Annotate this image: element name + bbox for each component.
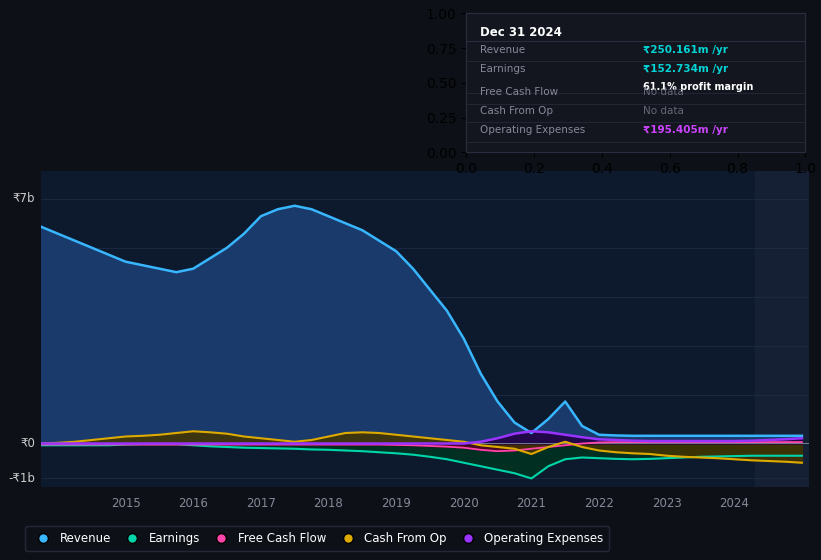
Bar <box>754 171 809 487</box>
Text: No data: No data <box>643 106 684 116</box>
Text: ₹152.734m /yr: ₹152.734m /yr <box>643 64 727 74</box>
Text: Dec 31 2024: Dec 31 2024 <box>480 26 562 39</box>
Text: ₹195.405m /yr: ₹195.405m /yr <box>643 125 727 135</box>
Text: Free Cash Flow: Free Cash Flow <box>480 87 558 97</box>
Text: ₹0: ₹0 <box>20 437 35 450</box>
Text: ₹250.161m /yr: ₹250.161m /yr <box>643 45 727 54</box>
Text: 61.1% profit margin: 61.1% profit margin <box>643 82 753 92</box>
Text: No data: No data <box>643 87 684 97</box>
Text: -₹1b: -₹1b <box>8 472 35 485</box>
Text: Cash From Op: Cash From Op <box>480 106 553 116</box>
Text: ₹7b: ₹7b <box>12 192 35 206</box>
Text: Earnings: Earnings <box>480 64 525 74</box>
Text: Revenue: Revenue <box>480 45 525 54</box>
Legend: Revenue, Earnings, Free Cash Flow, Cash From Op, Operating Expenses: Revenue, Earnings, Free Cash Flow, Cash … <box>25 526 609 551</box>
Text: Operating Expenses: Operating Expenses <box>480 125 585 135</box>
